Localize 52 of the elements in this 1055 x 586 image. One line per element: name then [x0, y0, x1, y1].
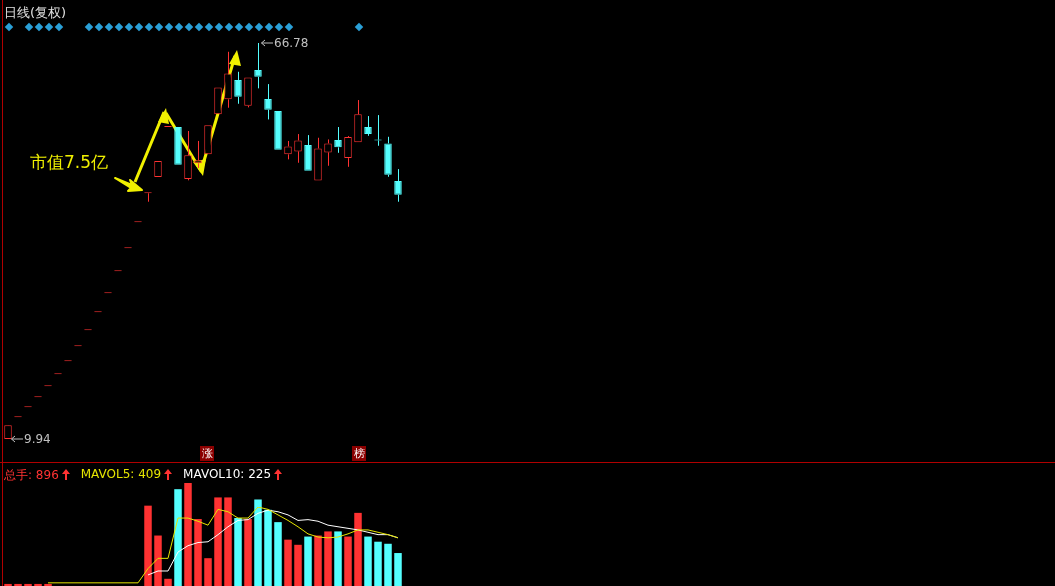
text: 总手: 896: [4, 467, 59, 484]
bar: [214, 497, 222, 586]
bar: [4, 583, 12, 586]
bar: [14, 583, 22, 586]
bar: [244, 519, 252, 586]
candlestick: [184, 130, 192, 180]
bar: [194, 519, 202, 586]
bar: [324, 531, 332, 586]
bar: [384, 543, 392, 586]
bar: [254, 499, 262, 586]
text: 榜: [352, 446, 366, 461]
candlestick: [194, 140, 202, 169]
bar: [34, 583, 42, 586]
bar: [294, 544, 302, 586]
candlestick: [234, 71, 242, 105]
bar: [184, 483, 192, 586]
bar: [144, 505, 152, 586]
annotation: 市值7.5亿: [30, 151, 109, 174]
candlestick: [264, 83, 272, 120]
bar: [174, 489, 182, 586]
candlestick: [314, 137, 322, 181]
bar: [234, 518, 242, 586]
bar: [314, 535, 322, 586]
bar: [164, 578, 172, 586]
bar: [274, 522, 282, 586]
text: MAVOL5: 409: [80, 467, 162, 481]
text: MAVOL10: 225: [183, 467, 272, 481]
annotation: 66.78: [274, 36, 309, 50]
bar: [154, 535, 162, 586]
bar: [374, 541, 382, 586]
bar: [284, 539, 292, 586]
candlestick: [334, 126, 342, 154]
bar: [304, 536, 312, 586]
bar: [334, 531, 342, 586]
candlestick: [344, 137, 352, 168]
candlestick: [304, 134, 312, 171]
annotation: 9.94: [24, 432, 51, 446]
bar: [354, 512, 362, 586]
candlestick: [254, 42, 262, 89]
bar: [204, 558, 212, 586]
candlestick: [224, 51, 232, 109]
text: 涨: [200, 446, 214, 461]
bar: [364, 536, 372, 586]
bar: [264, 509, 272, 586]
bar: [344, 536, 352, 586]
bar: [44, 583, 52, 586]
candlestick: [354, 99, 362, 143]
bar: [224, 497, 232, 586]
candlestick: [394, 168, 402, 203]
chart-title: 日线(复权): [4, 4, 67, 22]
bar: [24, 583, 32, 586]
bar: [394, 553, 402, 586]
